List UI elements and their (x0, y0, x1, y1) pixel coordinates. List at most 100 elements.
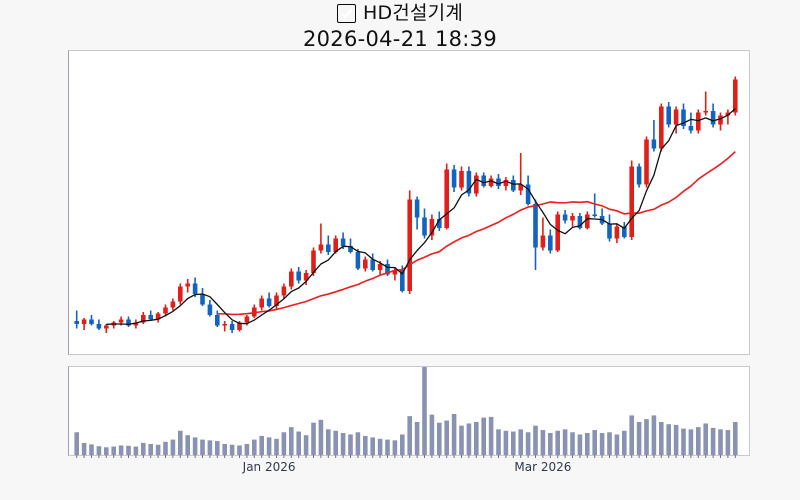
candlestick (178, 283, 183, 305)
volume-bar (318, 419, 324, 455)
volume-bar (303, 435, 309, 455)
x-tick-label: Mar 2026 (514, 460, 572, 474)
volume-bar (688, 429, 694, 455)
ma-long-line (217, 151, 736, 316)
volume-bar (170, 439, 176, 455)
candlestick (548, 229, 553, 254)
candlestick (414, 196, 420, 230)
volume-bar (133, 446, 139, 455)
candlestick (215, 310, 220, 327)
volume-bar (518, 429, 523, 455)
volume-bar (592, 430, 597, 455)
candlestick (710, 103, 716, 128)
volume-bar (370, 437, 375, 455)
candlestick (696, 109, 701, 134)
volume-bar (622, 430, 627, 455)
volume-bar (644, 419, 649, 455)
title-row: HD건설기계 (0, 1, 800, 25)
candlestick (333, 235, 338, 254)
volume-bar (474, 422, 479, 455)
volume-bar (607, 432, 612, 455)
volume-bar (340, 433, 346, 455)
volume-bar (488, 416, 494, 455)
volume-bar (385, 439, 390, 455)
volume-bar (141, 442, 146, 455)
candlestick (533, 199, 538, 270)
volume-bar (281, 432, 287, 455)
candlestick (688, 112, 694, 134)
volume-bar (466, 423, 472, 455)
candlestick (429, 214, 435, 240)
candlestick (133, 319, 139, 329)
candlestick (577, 213, 583, 230)
volume-bar (377, 438, 383, 455)
volume-bar (311, 422, 316, 455)
candlestick (503, 177, 509, 191)
volume-bar (525, 432, 531, 455)
chart-header: HD건설기계 2026-04-21 18:39 (0, 0, 800, 51)
volume-bar (74, 432, 79, 455)
volume-bar (725, 430, 731, 455)
candlestick (644, 136, 649, 188)
volume-bar (703, 423, 708, 455)
volume-bar (252, 439, 257, 455)
candlestick (126, 316, 131, 327)
volume-bar (651, 415, 657, 455)
volume-bar (540, 430, 546, 455)
volume-bar (266, 437, 272, 455)
candlestick (222, 321, 227, 332)
volume-bar (555, 430, 560, 455)
candlestick (474, 172, 479, 197)
volume-bar (733, 422, 738, 455)
volume-bar (244, 444, 250, 455)
candlestick (363, 256, 368, 272)
candlestick (540, 217, 546, 251)
volume-bar (126, 445, 131, 455)
volume-bar (548, 433, 553, 455)
candlestick (81, 318, 87, 330)
candlestick (592, 193, 597, 218)
volume-bar (200, 439, 205, 455)
price-chart-canvas (74, 76, 738, 333)
candlestick (659, 103, 664, 152)
candlestick (607, 214, 612, 242)
candlestick (303, 270, 309, 285)
volume-bar (451, 413, 457, 455)
candlestick (163, 304, 168, 317)
candlestick (155, 312, 161, 323)
candlestick (96, 319, 102, 330)
candlestick (562, 210, 568, 224)
volume-bar (259, 435, 264, 455)
volume-bar (718, 429, 723, 455)
page-title: HD건설기계 (362, 2, 464, 24)
volume-bar (562, 429, 568, 455)
volume-chart-panel (68, 366, 750, 458)
candlestick (355, 249, 361, 270)
candlestick (555, 211, 560, 252)
volume-bar (673, 424, 679, 455)
volume-bar (155, 444, 161, 455)
candlestick (459, 166, 464, 191)
candlestick (370, 253, 375, 272)
subtitle-row: 2026-04-21 18:39 (0, 26, 800, 52)
volume-bar (274, 438, 279, 455)
volume-bar (192, 437, 198, 455)
volume-bar (599, 433, 605, 455)
candlestick (318, 223, 324, 254)
candlestick (170, 298, 176, 311)
candlestick (666, 102, 671, 128)
volume-bar (81, 442, 87, 455)
candlestick (266, 292, 272, 308)
volume-bar (666, 424, 671, 455)
candlestick (673, 106, 679, 134)
price-chart-panel (68, 50, 750, 355)
volume-bar (355, 432, 361, 455)
volume-bar (118, 445, 124, 455)
candlestick (525, 175, 531, 206)
volume-bar (636, 422, 642, 455)
candlestick (296, 267, 301, 284)
candlestick (192, 277, 198, 297)
candlestick (636, 163, 642, 188)
candlestick (281, 283, 287, 299)
volume-bar (222, 444, 227, 455)
